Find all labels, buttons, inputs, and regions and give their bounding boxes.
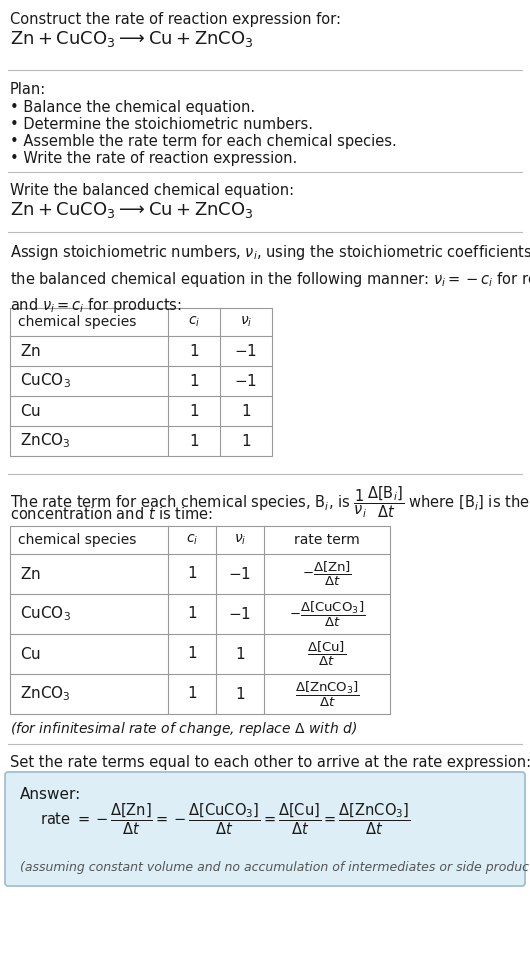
Text: $\dfrac{\Delta[\mathrm{Cu}]}{\Delta t}$: $\dfrac{\Delta[\mathrm{Cu}]}{\Delta t}$ xyxy=(307,640,347,668)
Text: • Balance the chemical equation.: • Balance the chemical equation. xyxy=(10,100,255,115)
Text: 1: 1 xyxy=(187,566,197,582)
Text: $\mathrm{Cu}$: $\mathrm{Cu}$ xyxy=(20,646,41,662)
Text: $\mathrm{CuCO_3}$: $\mathrm{CuCO_3}$ xyxy=(20,605,71,624)
Text: $\mathrm{ZnCO_3}$: $\mathrm{ZnCO_3}$ xyxy=(20,684,71,704)
Text: $-1$: $-1$ xyxy=(228,566,252,582)
Text: $-1$: $-1$ xyxy=(234,343,258,359)
Text: 1: 1 xyxy=(187,686,197,702)
Text: • Assemble the rate term for each chemical species.: • Assemble the rate term for each chemic… xyxy=(10,134,397,149)
Text: chemical species: chemical species xyxy=(18,533,136,547)
Text: $c_i$: $c_i$ xyxy=(188,315,200,329)
Text: rate $= -\dfrac{\Delta[\mathrm{Zn}]}{\Delta t} = -\dfrac{\Delta[\mathrm{CuCO_3}]: rate $= -\dfrac{\Delta[\mathrm{Zn}]}{\De… xyxy=(40,801,410,836)
Text: $\mathrm{CuCO_3}$: $\mathrm{CuCO_3}$ xyxy=(20,372,71,390)
Text: (assuming constant volume and no accumulation of intermediates or side products): (assuming constant volume and no accumul… xyxy=(20,861,530,874)
Text: 1: 1 xyxy=(189,403,199,419)
FancyBboxPatch shape xyxy=(5,772,525,886)
Text: (for infinitesimal rate of change, replace $\Delta$ with $d$): (for infinitesimal rate of change, repla… xyxy=(10,720,357,738)
Text: $\mathrm{Zn + CuCO_3 \longrightarrow Cu + ZnCO_3}$: $\mathrm{Zn + CuCO_3 \longrightarrow Cu … xyxy=(10,200,254,220)
Text: Construct the rate of reaction expression for:: Construct the rate of reaction expressio… xyxy=(10,12,341,27)
Text: concentration and $t$ is time:: concentration and $t$ is time: xyxy=(10,506,213,522)
Text: Answer:: Answer: xyxy=(20,787,81,802)
Text: $-1$: $-1$ xyxy=(234,373,258,389)
Text: chemical species: chemical species xyxy=(18,315,136,329)
Text: $\mathrm{Zn}$: $\mathrm{Zn}$ xyxy=(20,343,41,359)
Bar xyxy=(10,526,390,714)
Text: $\mathrm{Zn + CuCO_3 \longrightarrow Cu + ZnCO_3}$: $\mathrm{Zn + CuCO_3 \longrightarrow Cu … xyxy=(10,29,254,49)
Text: 1: 1 xyxy=(189,374,199,388)
Text: $c_i$: $c_i$ xyxy=(186,533,198,548)
Text: rate term: rate term xyxy=(294,533,360,547)
Text: Write the balanced chemical equation:: Write the balanced chemical equation: xyxy=(10,183,294,198)
Text: The rate term for each chemical species, B$_i$, is $\dfrac{1}{\nu_i}\dfrac{\Delt: The rate term for each chemical species,… xyxy=(10,484,530,519)
Text: 1: 1 xyxy=(189,344,199,358)
Text: $\mathrm{Cu}$: $\mathrm{Cu}$ xyxy=(20,403,41,419)
Text: $\nu_i$: $\nu_i$ xyxy=(234,533,246,548)
Text: $\nu_i$: $\nu_i$ xyxy=(240,315,252,329)
Text: $1$: $1$ xyxy=(235,646,245,662)
Text: • Determine the stoichiometric numbers.: • Determine the stoichiometric numbers. xyxy=(10,117,313,132)
Text: $1$: $1$ xyxy=(235,686,245,702)
Text: $1$: $1$ xyxy=(241,403,251,419)
Text: $-\dfrac{\Delta[\mathrm{Zn}]}{\Delta t}$: $-\dfrac{\Delta[\mathrm{Zn}]}{\Delta t}$ xyxy=(302,560,352,589)
Text: Assign stoichiometric numbers, $\nu_i$, using the stoichiometric coefficients, $: Assign stoichiometric numbers, $\nu_i$, … xyxy=(10,243,530,315)
Text: $\dfrac{\Delta[\mathrm{ZnCO_3}]}{\Delta t}$: $\dfrac{\Delta[\mathrm{ZnCO_3}]}{\Delta … xyxy=(295,679,359,709)
Text: Set the rate terms equal to each other to arrive at the rate expression:: Set the rate terms equal to each other t… xyxy=(10,755,530,770)
Text: 1: 1 xyxy=(189,433,199,449)
Text: $-1$: $-1$ xyxy=(228,606,252,622)
Text: $1$: $1$ xyxy=(241,433,251,449)
Bar xyxy=(10,308,272,456)
Text: • Write the rate of reaction expression.: • Write the rate of reaction expression. xyxy=(10,151,297,166)
Text: $\mathrm{Zn}$: $\mathrm{Zn}$ xyxy=(20,566,41,582)
Text: Plan:: Plan: xyxy=(10,82,46,97)
Text: $-\dfrac{\Delta[\mathrm{CuCO_3}]}{\Delta t}$: $-\dfrac{\Delta[\mathrm{CuCO_3}]}{\Delta… xyxy=(289,599,365,629)
Text: 1: 1 xyxy=(187,646,197,662)
Text: 1: 1 xyxy=(187,606,197,622)
Text: $\mathrm{ZnCO_3}$: $\mathrm{ZnCO_3}$ xyxy=(20,431,71,450)
